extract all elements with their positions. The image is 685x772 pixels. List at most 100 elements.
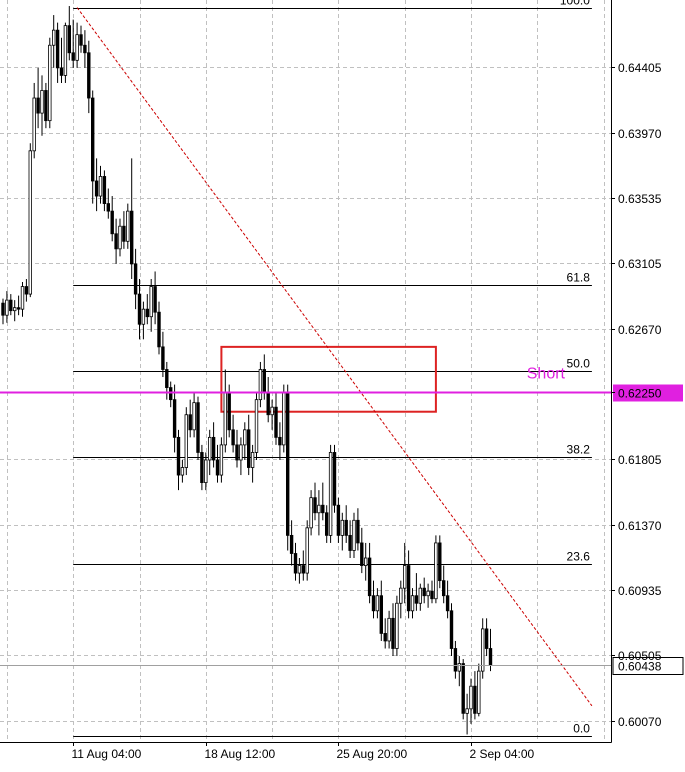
candle	[20, 282, 25, 317]
candle	[317, 490, 321, 536]
candle-body-down	[438, 542, 442, 582]
candle	[145, 294, 149, 325]
candle-body-down	[227, 391, 231, 431]
candle	[94, 158, 99, 212]
zone-rectangle[interactable]	[220, 345, 437, 413]
y-tick-label: 0.61805	[618, 453, 662, 467]
x-tick-label: 18 Aug 12:00	[205, 747, 276, 761]
candle-body-down	[172, 399, 177, 438]
candle	[367, 542, 372, 604]
short-price-badge	[613, 384, 683, 402]
candle	[153, 271, 157, 325]
dashed-trendline[interactable]	[76, 7, 593, 707]
candle-body-down	[453, 648, 458, 672]
candle-body-down	[91, 97, 95, 182]
candle	[114, 218, 118, 264]
trend-line[interactable]	[76, 7, 593, 707]
candle-body-down	[165, 369, 169, 388]
candle	[1, 298, 5, 325]
candle-body-down	[94, 180, 99, 197]
candle-body-down	[145, 308, 149, 318]
candle	[434, 535, 438, 604]
candle	[250, 444, 255, 483]
candle	[282, 384, 286, 453]
candle	[258, 361, 263, 408]
candle-body-up	[434, 542, 438, 600]
candle	[313, 482, 317, 521]
fibonacci-retracement[interactable]: 100.0 61.8 50.0 38.2 23.6 0.0	[73, 0, 592, 737]
candle-body-down	[344, 519, 348, 536]
candle	[83, 30, 87, 68]
candle	[430, 580, 434, 604]
candle	[149, 279, 153, 332]
candle	[453, 640, 458, 679]
candle	[340, 512, 344, 551]
candle	[219, 437, 224, 483]
candle	[410, 588, 415, 619]
candle-body-down	[449, 610, 454, 649]
candle	[438, 535, 442, 589]
candle	[309, 490, 313, 536]
candle-body-down	[110, 210, 114, 235]
candle	[484, 618, 489, 657]
candle-body-up	[180, 467, 185, 476]
fib-label: 0.0	[573, 722, 590, 736]
candle	[391, 603, 395, 657]
candle	[75, 22, 79, 68]
candle-body-down	[1, 302, 5, 316]
candle-body-up	[250, 452, 255, 468]
candle	[301, 550, 305, 581]
candle	[122, 211, 126, 249]
fib-label: 50.0	[567, 357, 591, 371]
candle	[28, 143, 32, 298]
candle-body-up	[363, 557, 368, 566]
y-tick-label: 0.64405	[618, 61, 662, 75]
candle-body-down	[9, 299, 13, 312]
candle	[426, 583, 430, 608]
candle-body-down	[422, 587, 426, 597]
candle-body-down	[274, 406, 278, 438]
candle	[387, 610, 391, 649]
candle-body-up	[32, 97, 36, 152]
candle-body-down	[414, 595, 419, 604]
candle-body-down	[293, 553, 298, 574]
candle	[126, 203, 130, 249]
candle	[79, 25, 83, 53]
candle	[254, 392, 259, 460]
candle	[32, 82, 36, 159]
candle-body-up	[387, 617, 391, 642]
candlestick-series	[1, 6, 493, 735]
x-tick-label: 2 Sep 04:00	[470, 747, 535, 761]
candle-body-up	[141, 308, 146, 325]
candle-body-down	[114, 233, 118, 250]
candle	[379, 580, 383, 641]
candle	[40, 75, 44, 136]
candle-body-up	[469, 685, 473, 710]
candle-body-up	[118, 225, 122, 250]
short-price-badge-text: 0.62250	[618, 387, 662, 401]
candle	[172, 384, 177, 453]
candle	[243, 422, 247, 460]
candle	[231, 414, 235, 453]
candle-body-up	[28, 150, 32, 295]
candle	[406, 550, 411, 619]
candle	[180, 459, 185, 483]
resistance-zone[interactable]	[220, 345, 437, 413]
candle	[328, 444, 333, 543]
candle	[102, 170, 107, 212]
candle-body-down	[16, 307, 21, 310]
candle-body-up	[126, 210, 130, 242]
candle-body-down	[360, 542, 364, 566]
candle	[188, 399, 192, 438]
candle	[137, 279, 142, 340]
candle-body-up	[254, 399, 259, 453]
candle-body-up	[149, 286, 153, 318]
candle	[305, 520, 309, 581]
candle	[44, 82, 48, 129]
candle-body-up	[410, 595, 415, 612]
horizontal-lines[interactable]: Short 0.62250 0.60438	[0, 366, 684, 675]
candle	[235, 429, 239, 468]
candle	[356, 508, 360, 551]
candle	[168, 381, 173, 408]
